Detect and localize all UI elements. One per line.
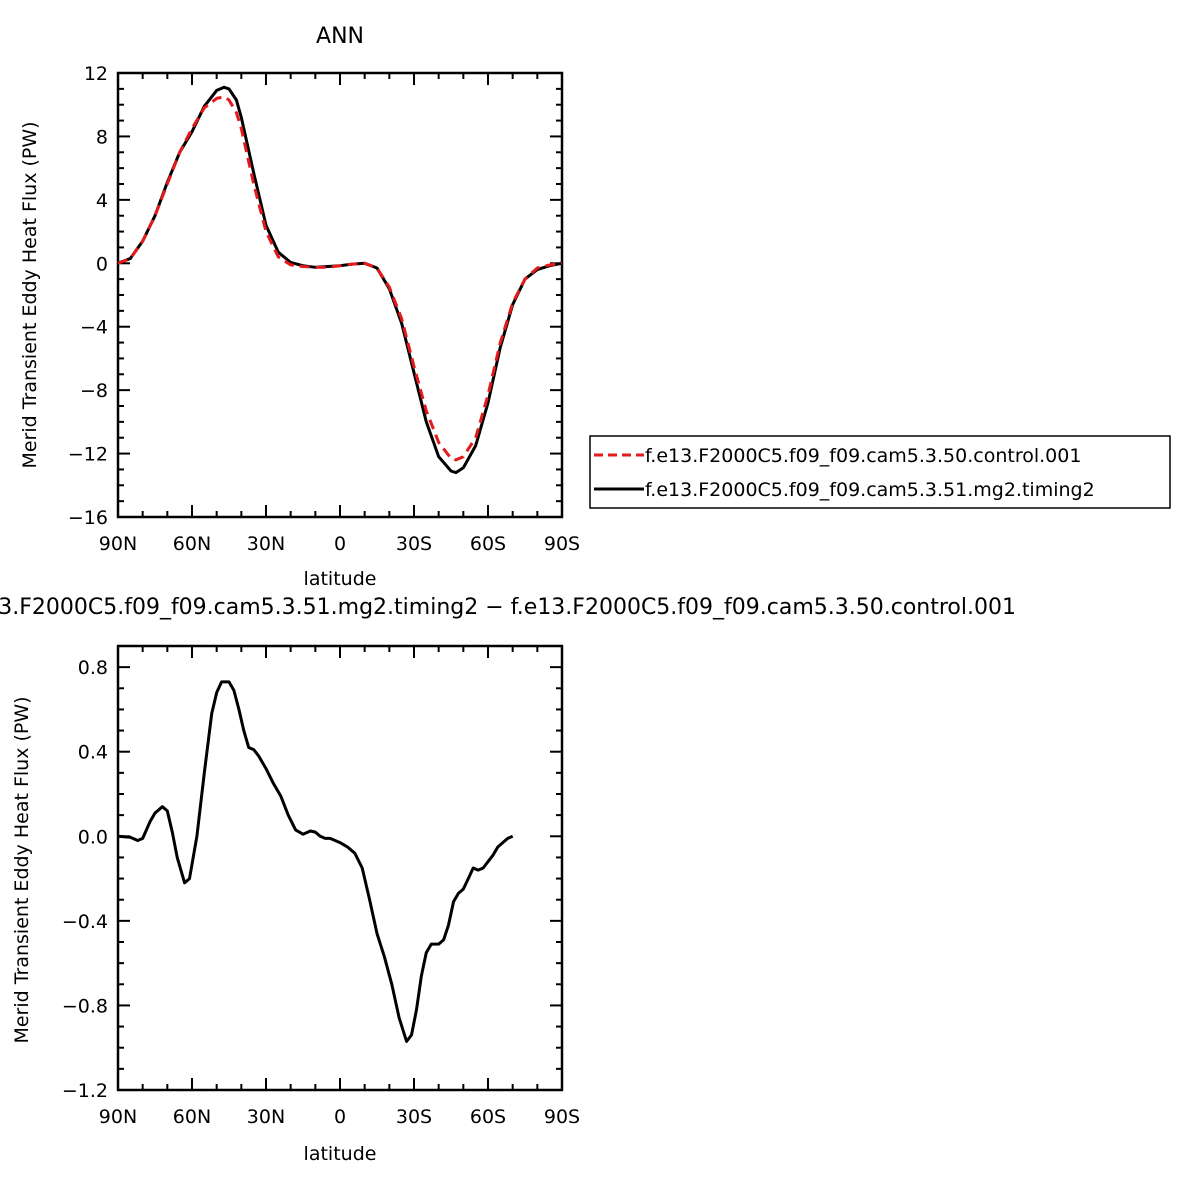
- top-y-axis: 12 8 4 0 −4 −8 −12 −16: [68, 63, 562, 529]
- x-tick-label: 30S: [396, 1106, 432, 1128]
- x-tick-label: 30N: [247, 533, 285, 555]
- top-chart-title: ANN: [316, 24, 364, 49]
- bottom-x-axis: 90N 60N 30N 0 30S 60S 90S: [99, 646, 580, 1128]
- legend-label-timing: f.e13.F2000C5.f09_f09.cam5.3.51.mg2.timi…: [645, 479, 1095, 501]
- y-tick-label: 12: [84, 63, 108, 85]
- x-tick-label: 90S: [544, 533, 580, 555]
- x-tick-label: 30S: [396, 533, 432, 555]
- y-tick-label: −0.4: [62, 911, 108, 933]
- y-tick-label: 4: [96, 190, 108, 212]
- series-line-0-1: [117, 85, 563, 475]
- y-tick-label: −16: [68, 507, 108, 529]
- x-tick-label: 90S: [544, 1106, 580, 1128]
- series-line-1-0: [117, 680, 514, 1043]
- x-tick-label: 0: [334, 1106, 346, 1128]
- y-tick-label: 0.4: [78, 742, 108, 764]
- x-tick-label: 60N: [173, 533, 211, 555]
- bottom-series-group: [117, 680, 514, 1043]
- y-tick-label: −4: [80, 317, 108, 339]
- y-tick-label: 0.0: [78, 826, 108, 848]
- y-tick-label: 0.8: [78, 657, 108, 679]
- legend-label-control: f.e13.F2000C5.f09_f09.cam5.3.50.control.…: [645, 445, 1081, 467]
- x-tick-label: 60N: [173, 1106, 211, 1128]
- x-tick-label: 0: [334, 533, 346, 555]
- x-tick-label: 90N: [99, 533, 137, 555]
- x-tick-label: 90N: [99, 1106, 137, 1128]
- x-tick-label: 60S: [470, 1106, 506, 1128]
- series-line-0-0: [117, 95, 563, 462]
- bottom-plot: 0.80.40.0−0.4−0.8−1.2 90N 60N 30N 0 30S 60S 90…: [11, 644, 580, 1165]
- y-tick-label: 8: [96, 126, 108, 148]
- top-x-axis-title: latitude: [304, 568, 377, 590]
- x-tick-label: 60S: [470, 533, 506, 555]
- top-series-group: [117, 85, 563, 475]
- x-tick-label: 30N: [247, 1106, 285, 1128]
- bottom-x-axis-title: latitude: [304, 1143, 377, 1165]
- y-tick-label: −0.8: [62, 995, 108, 1017]
- legend: f.e13.F2000C5.f09_f09.cam5.3.50.control.…: [589, 435, 1171, 509]
- legend-box: [589, 435, 1171, 509]
- bottom-chart-title: f.e13.F2000C5.f09_f09.cam5.3.51.mg2.timi…: [0, 595, 1016, 620]
- bottom-y-axis-title: Merid Transient Eddy Heat Flux (PW): [11, 696, 33, 1043]
- top-y-axis-title: Merid Transient Eddy Heat Flux (PW): [19, 121, 41, 468]
- bottom-plot-frame: [116, 644, 564, 1092]
- y-tick-label: −8: [80, 380, 108, 402]
- top-x-axis: 90N 60N 30N 0 30S 60S 90S: [99, 73, 580, 555]
- y-tick-label: −12: [68, 444, 108, 466]
- y-tick-label: 0: [96, 253, 108, 275]
- bottom-y-axis: 0.8 0.4 0.0 −0.4 −0.8 −1.2: [62, 645, 562, 1102]
- top-plot: 12 8 4 0 −4 −8 −12 −16 90N 60N 30N 0 30S 60S 90S lati…: [19, 63, 580, 590]
- y-tick-label: −1.2: [62, 1080, 108, 1102]
